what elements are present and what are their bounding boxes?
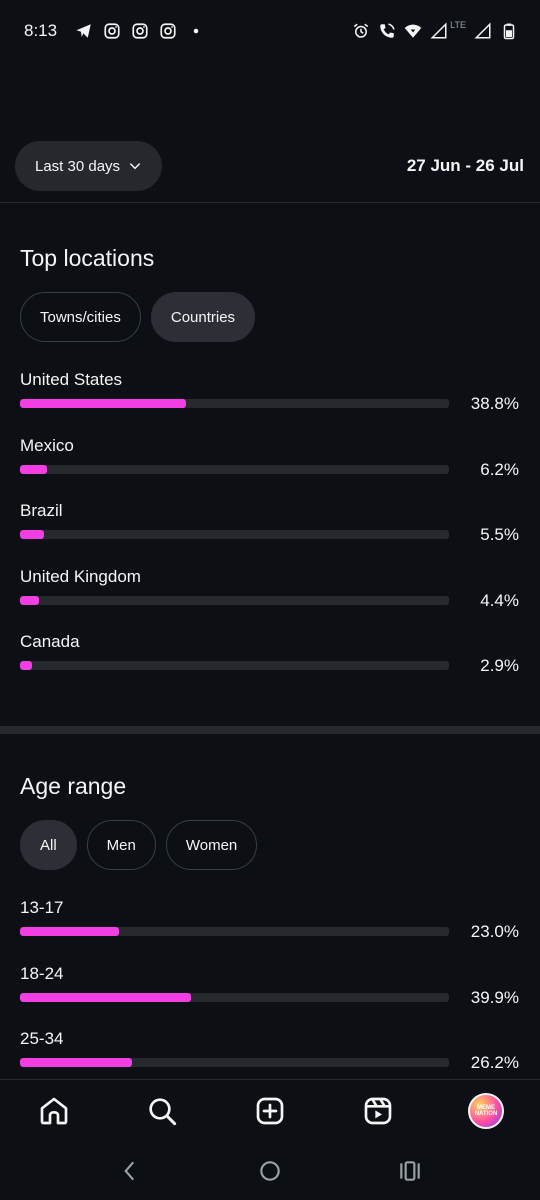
location-list: United States 38.8% Mexico 6.2% Brazil 5… [20,368,520,696]
create-icon [256,1097,284,1124]
tab-towns-cities[interactable]: Towns/cities [20,292,141,342]
bar-track [20,927,449,936]
list-item: Mexico 6.2% [20,434,520,500]
row-percent: 26.2% [470,1053,519,1072]
system-nav-bar [0,1141,540,1200]
status-bar: 8:13 LTE [0,0,540,62]
bar-fill [20,927,119,936]
section-title: Top locations [20,245,155,271]
bar-track [20,595,449,605]
age-list: 13-17 23.0% 18-24 39.9% 25-34 26.2% [20,896,520,1093]
row-percent: 6.2% [480,459,519,479]
battery-icon [503,23,515,40]
row-percent: 5.5% [480,525,519,544]
avatar-text: MEME NATION [474,1104,498,1117]
date-range-dropdown[interactable]: Last 30 days [15,141,163,191]
tab-countries[interactable]: Countries [150,292,256,342]
home-icon [40,1097,68,1124]
nav-reels-button[interactable] [360,1093,396,1129]
bar-track [20,399,449,408]
search-icon [149,1097,177,1125]
list-item: Canada 2.9% [20,630,520,696]
row-label: 13-17 [20,898,64,917]
wifi-icon [404,24,422,38]
row-label: Mexico [20,435,74,455]
age-range-section: Age range All Men Women 13-17 23.0% 18-2… [0,769,540,1093]
nav-create-button[interactable] [252,1093,288,1129]
section-title: Age range [20,773,127,799]
section-divider [0,726,540,734]
chevron-down-icon [129,163,141,170]
top-locations-section: Top locations Towns/cities Countries Uni… [0,241,540,696]
list-item: 13-17 23.0% [20,896,520,962]
avatar: MEME NATION [468,1092,504,1129]
wifi-call-icon [380,23,395,38]
divider [0,202,540,203]
bar-fill [20,1058,133,1067]
instagram-icon [160,23,176,39]
list-item: United States 38.8% [20,368,520,434]
telegram-icon [76,24,91,38]
row-label: United Kingdom [20,566,141,586]
recents-icon[interactable] [397,1158,423,1184]
nav-home-button[interactable] [36,1093,72,1129]
bar-fill [20,661,33,670]
location-tabs: Towns/cities Countries [20,292,520,342]
bar-track [20,1058,449,1067]
bottom-nav: MEME NATION [0,1079,540,1141]
row-percent: 38.8% [470,394,519,413]
row-label: 25-34 [20,1029,64,1048]
bar-fill [20,399,187,408]
row-label: United States [20,370,123,389]
status-right: LTE [352,20,518,40]
row-percent: 2.9% [480,656,519,675]
row-percent: 23.0% [470,922,519,941]
list-item: 25-34 26.2% [20,1027,520,1093]
signal-icon [474,22,491,39]
bar-fill [20,464,47,474]
row-label: Canada [20,632,80,651]
bar-track [20,464,449,474]
list-item: United Kingdom 4.4% [20,565,520,631]
bar-fill [20,530,44,539]
tab-men[interactable]: Men [86,820,156,870]
home-circle-icon[interactable] [257,1158,283,1184]
instagram-icon [104,23,120,39]
bar-fill [20,992,192,1002]
nav-profile-button[interactable]: MEME NATION [468,1092,504,1129]
list-item: 18-24 39.9% [20,962,520,1028]
date-range-text: 27 Jun - 26 Jul [406,156,524,175]
status-time: 8:13 [24,21,58,40]
bar-track [20,661,449,670]
instagram-icon [132,23,148,39]
tab-women[interactable]: Women [165,820,258,870]
bar-fill [20,595,39,605]
dot-icon [193,28,199,34]
row-label: 18-24 [20,963,64,983]
date-range-label: Last 30 days [35,157,121,175]
row-percent: 4.4% [480,590,519,610]
status-left: 8:13 [24,21,205,41]
age-tabs: All Men Women [20,820,520,870]
bar-track [20,530,449,539]
alarm-icon [353,23,369,38]
signal-icon [430,22,447,39]
network-type: LTE [450,20,466,30]
row-percent: 39.9% [470,987,519,1007]
row-label: Brazil [20,501,63,520]
reels-icon [364,1097,392,1124]
tab-all[interactable]: All [20,820,77,870]
back-icon[interactable] [117,1158,143,1184]
date-filter-row: Last 30 days 27 Jun - 26 Jul [0,140,540,192]
nav-search-button[interactable] [144,1093,180,1129]
list-item: Brazil 5.5% [20,499,520,565]
bar-track [20,992,449,1002]
